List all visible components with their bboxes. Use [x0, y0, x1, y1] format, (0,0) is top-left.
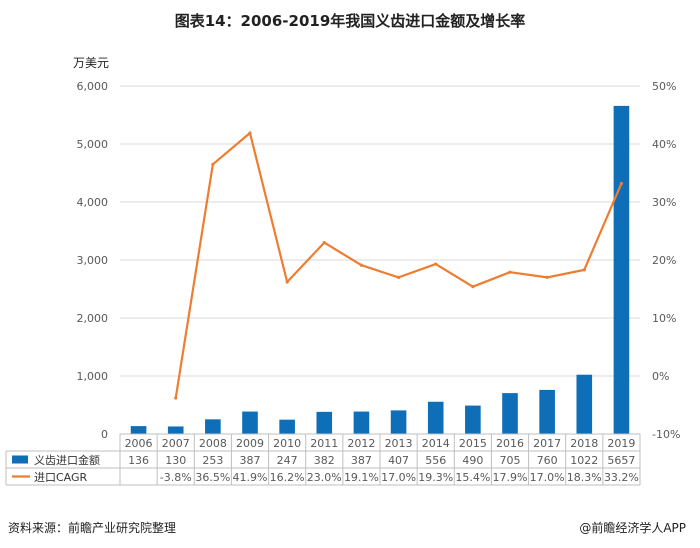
cagr-point	[471, 285, 475, 289]
bar	[205, 419, 221, 434]
data-label: 23.0%	[307, 471, 342, 484]
y-right-tick-label: 30%	[652, 196, 676, 209]
legend-label: 义齿进口金额	[34, 453, 100, 467]
x-tick-label: 2010	[273, 437, 301, 450]
x-tick-label: 2008	[199, 437, 227, 450]
bar	[539, 389, 555, 434]
bar	[465, 405, 481, 434]
data-label: 382	[314, 454, 335, 467]
data-label: 253	[202, 454, 223, 467]
data-label: 17.9%	[493, 471, 528, 484]
chart: 0 1,000 2,000 3,000 4,000 5,000 6,000 -10% 0% 10%…	[5, 56, 680, 486]
page-title: 图表14：2006-2019年我国义齿进口金额及增长率	[174, 12, 526, 30]
y-right-tick-label: 10%	[652, 312, 676, 325]
bar	[316, 411, 333, 434]
cagr-point	[508, 270, 512, 274]
bar	[353, 411, 370, 434]
data-label: 387	[351, 454, 372, 467]
y-left-unit: 万美元	[73, 56, 109, 70]
bar	[167, 426, 184, 434]
cagr-point	[174, 396, 178, 400]
cagr-point	[545, 275, 549, 279]
data-label: 490	[462, 454, 483, 467]
x-tick-label: 2017	[533, 437, 561, 450]
data-label: 130	[165, 454, 186, 467]
data-label: 5657	[607, 454, 635, 467]
bar	[613, 105, 630, 435]
data-label: 705	[500, 454, 521, 467]
cagr-point	[322, 241, 326, 245]
x-tick-label: 2007	[162, 437, 190, 450]
y-right-tick-label: 50%	[652, 80, 676, 93]
y-left-tick-label: 5,000	[77, 138, 109, 151]
cagr-point	[619, 181, 624, 186]
x-tick-label: 2011	[310, 437, 338, 450]
x-tick-label: 2014	[422, 437, 450, 450]
x-tick-label: 2013	[385, 437, 413, 450]
data-label: 17.0%	[381, 471, 416, 484]
cagr-point	[434, 262, 438, 266]
y-right-tick-label: 20%	[652, 254, 676, 267]
cagr-point	[248, 131, 252, 135]
y-right-tick-label: 40%	[652, 138, 676, 151]
legend-swatch-bar	[12, 455, 28, 464]
data-label: 17.0%	[530, 471, 565, 484]
data-label: 36.5%	[195, 471, 230, 484]
cagr-line	[174, 131, 623, 399]
data-label: 136	[128, 454, 149, 467]
x-tick-label: 2012	[347, 437, 375, 450]
data-label: 41.9%	[233, 471, 268, 484]
data-label: 387	[240, 454, 261, 467]
data-label: 18.3%	[567, 471, 602, 484]
bar	[279, 419, 295, 434]
y-left-tick-label: 1,000	[77, 370, 109, 383]
bar	[390, 410, 407, 434]
data-label: 15.4%	[455, 471, 490, 484]
bar	[130, 426, 147, 434]
cagr-point	[359, 263, 364, 267]
bar	[576, 374, 593, 434]
brand-credit: @前瞻经济学人APP	[579, 521, 686, 535]
x-tick-label: 2018	[570, 437, 598, 450]
y-right-tick-label: -10%	[652, 428, 680, 441]
data-label: 1022	[570, 454, 598, 467]
x-tick-label: 2015	[459, 437, 487, 450]
data-label: 407	[388, 454, 409, 467]
y-right-tick-label: 0%	[652, 370, 669, 383]
data-label: 33.2%	[604, 471, 639, 484]
data-label: 16.2%	[270, 471, 305, 484]
data-label: 556	[425, 454, 446, 467]
data-label: 19.3%	[418, 471, 453, 484]
y-left-tick-label: 6,000	[77, 80, 109, 93]
x-tick-label: 2019	[607, 437, 635, 450]
data-label: -3.8%	[160, 471, 192, 484]
source-note: 资料来源：前瞻产业研究院整理	[8, 521, 177, 535]
data-label: 247	[277, 454, 298, 467]
bar	[502, 393, 518, 434]
bar	[427, 401, 444, 434]
cagr-point	[582, 268, 586, 272]
y-left-tick-label: 3,000	[77, 254, 109, 267]
cagr-point	[396, 275, 401, 279]
bar	[242, 411, 258, 434]
data-label: 19.1%	[344, 471, 379, 484]
x-tick-label: 2009	[236, 437, 264, 450]
cagr-point	[211, 162, 215, 166]
y-left-tick-label: 2,000	[77, 312, 109, 325]
y-left-tick-label: 0	[101, 428, 108, 441]
x-tick-label: 2006	[125, 437, 153, 450]
legend-label: 进口CAGR	[34, 471, 88, 484]
cagr-point	[285, 280, 289, 284]
data-label: 760	[537, 454, 558, 467]
x-tick-label: 2016	[496, 437, 524, 450]
y-left-tick-label: 4,000	[77, 196, 109, 209]
